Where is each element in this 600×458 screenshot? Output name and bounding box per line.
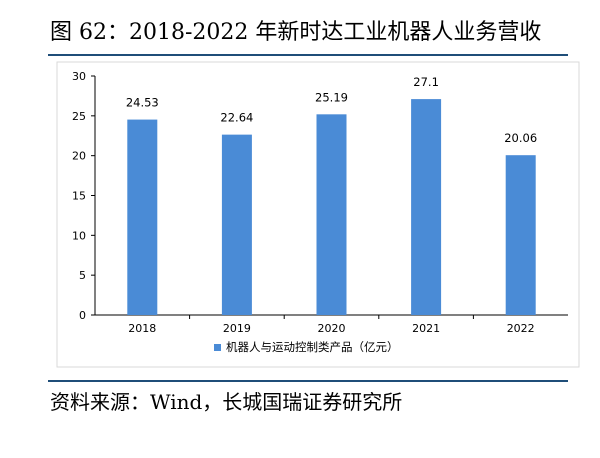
bar-chart: 0 5 10 15 20 25 30 24.53 2018 22.64 2019 25.19 2020 2… [56,61,580,368]
legend-swatch [214,344,221,351]
source-note: 资料来源：Wind，长城国瑞证券研究所 [50,390,403,414]
y-tick-label: 25 [72,110,86,123]
data-label-2022: 20.06 [504,131,537,145]
data-label-2018: 24.53 [126,96,159,110]
x-tick-label: 2018 [128,322,156,335]
plot-area-border [56,61,580,368]
data-label-2021: 27.1 [413,75,439,89]
y-tick-label: 10 [72,229,86,242]
y-tick-label: 20 [72,150,86,163]
legend-label: 机器人与运动控制类产品（亿元） [226,340,399,354]
y-tick-label: 15 [72,190,86,203]
bar-2020 [316,114,347,315]
bar-2021 [411,99,442,315]
x-tick-label: 2019 [223,322,251,335]
bar-2022 [505,155,536,315]
x-tick-label: 2022 [507,322,535,335]
y-tick-label: 30 [72,70,86,83]
y-tick-label: 0 [79,309,86,322]
title-divider [48,54,568,56]
bar-2018 [127,119,158,315]
figure-title: 图 62：2018-2022 年新时达工业机器人业务营收 [50,20,542,45]
x-tick-label: 2020 [318,322,346,335]
source-divider [48,380,568,382]
x-tick-label: 2021 [412,322,440,335]
data-label-2019: 22.64 [220,111,253,125]
bar-2019 [221,134,252,315]
data-label-2020: 25.19 [315,90,348,104]
y-tick-label: 5 [79,269,86,282]
